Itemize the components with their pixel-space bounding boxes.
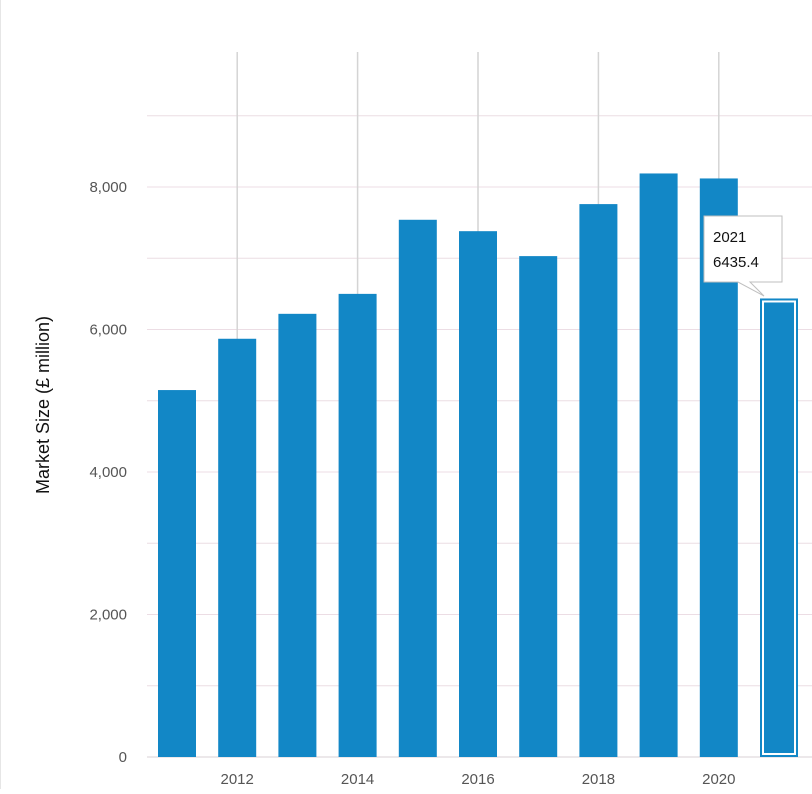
x-tick-label: 2014	[341, 771, 374, 788]
bar[interactable]	[158, 390, 196, 757]
y-tick-label: 4,000	[89, 464, 127, 481]
bar[interactable]	[278, 313, 317, 757]
bar-2015[interactable]	[398, 219, 437, 757]
bar-2017[interactable]	[519, 256, 558, 757]
tooltip-box	[703, 215, 783, 297]
y-tick-label: 8,000	[89, 179, 127, 196]
bar-2019[interactable]	[639, 173, 678, 757]
x-axis-tick-labels: 2012 2014 2016 2018 2020	[221, 771, 736, 788]
bar[interactable]	[639, 173, 678, 757]
x-tick-label: 2016	[461, 771, 494, 788]
bar-2018[interactable]	[579, 204, 618, 758]
y-axis-label: Market Size (£ million)	[33, 316, 53, 494]
bar-2011[interactable]	[158, 390, 196, 757]
y-tick-label: 6,000	[89, 322, 127, 339]
bars	[158, 173, 798, 758]
x-tick-label: 2012	[221, 771, 254, 788]
x-tick-label: 2020	[702, 771, 735, 788]
tooltip-category: 2021	[713, 229, 746, 246]
tooltip: 2021 6435.4	[703, 215, 783, 297]
tooltip-value: 6435.4	[713, 254, 759, 271]
bar-2012[interactable]	[218, 338, 257, 757]
bar-2016[interactable]	[459, 231, 497, 758]
bar[interactable]	[459, 231, 497, 758]
bar-2013[interactable]	[278, 313, 317, 757]
bar-2021[interactable]	[760, 298, 798, 757]
bar[interactable]	[218, 338, 257, 757]
bar[interactable]	[398, 219, 437, 757]
bar[interactable]	[519, 256, 558, 757]
bar-highlight-outline	[762, 300, 796, 755]
x-tick-label: 2018	[582, 771, 615, 788]
y-tick-label: 2,000	[89, 607, 127, 624]
y-tick-label: 0	[119, 749, 127, 766]
bar[interactable]	[338, 293, 377, 757]
bar[interactable]	[760, 298, 798, 757]
left-border	[0, 0, 1, 789]
y-axis-tick-labels: 0 2,000 4,000 6,000 8,000	[89, 179, 127, 766]
bar[interactable]	[579, 204, 618, 758]
bar-2014[interactable]	[338, 293, 377, 757]
